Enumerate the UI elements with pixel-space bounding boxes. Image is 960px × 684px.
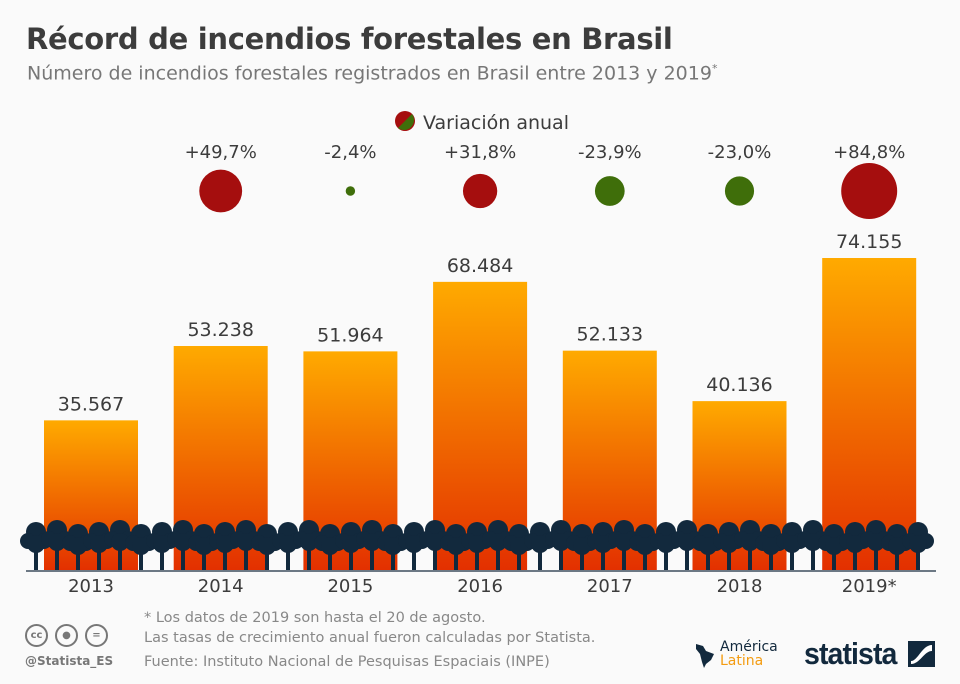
statista-logo[interactable]: statista [804,636,897,671]
cc-license[interactable]: cc ● = [25,624,108,647]
nd-icon: = [85,624,108,647]
twitter-handle[interactable]: @Statista_ES [25,654,114,668]
variation-label: -23,9% [578,142,642,163]
partner-line1: América [720,639,778,655]
variation-label: +84,8% [833,142,905,163]
bar-2019* [822,258,917,570]
value-label: 68.484 [447,255,513,277]
chart-title: Récord de incendios forestales en Brasil [26,22,673,56]
statista-logo-icon [908,641,935,667]
tree [545,520,577,570]
america-latina-logo: América Latina [694,640,778,669]
variation-bubble [199,169,243,213]
x-tick-label: 2018 [717,576,763,597]
value-label: 51.964 [317,324,383,346]
variation-bubble [462,173,498,209]
x-tick-label: 2017 [587,576,633,597]
source: Fuente: Instituto Nacional de Pesquisas … [144,654,550,670]
tree [881,524,913,570]
variation-label: +31,8% [444,142,516,163]
value-label: 40.136 [706,374,772,396]
x-tick-label: 2014 [198,576,244,597]
value-label: 52.133 [577,324,643,346]
legend-icon-negative [398,114,415,131]
bar-2016 [433,281,528,570]
tree [209,522,241,570]
tree [104,520,136,570]
variation-bubble [724,176,755,206]
variation-bubble [345,186,356,196]
tree-silhouettes [20,520,934,570]
variation-label: -2,4% [324,142,376,163]
note-1: * Los datos de 2019 son hasta el 20 de a… [144,610,486,626]
variation-bubble [594,176,625,206]
south-america-icon [696,643,714,668]
tree [251,524,283,570]
cc-icon: cc [25,624,48,647]
value-label: 74.155 [836,231,902,253]
variation-bubble [841,163,898,219]
value-label: 53.238 [187,319,253,341]
x-tick-label: 2016 [457,576,503,597]
by-icon: ● [55,624,78,647]
tree [692,524,724,570]
notes: * Los datos de 2019 son hasta el 20 de a… [144,608,595,672]
x-tick-label: 2015 [327,576,373,597]
tree [272,522,304,570]
subtitle-mark: * [711,62,718,75]
partner-line2: Latina [720,654,778,669]
legend: Variación anual [395,111,569,134]
tree [902,522,934,570]
variation-label: +49,7% [185,142,257,163]
note-2: Las tasas de crecimiento anual fueron ca… [144,630,596,646]
tree [293,520,325,570]
subtitle-text: Número de incendios forestales registrad… [27,62,712,85]
chart-subtitle: Número de incendios forestales registrad… [27,62,717,84]
x-tick-label: 2019* [842,576,897,597]
partner-line2-text: Latina [720,653,764,669]
x-tick-label: 2013 [68,576,114,597]
tree [419,520,451,570]
value-label: 35.567 [58,393,124,415]
variation-label: -23,0% [708,142,772,163]
tree [146,522,178,570]
tree [125,524,157,570]
legend-label: Variación anual [423,112,569,134]
tree [398,522,430,570]
